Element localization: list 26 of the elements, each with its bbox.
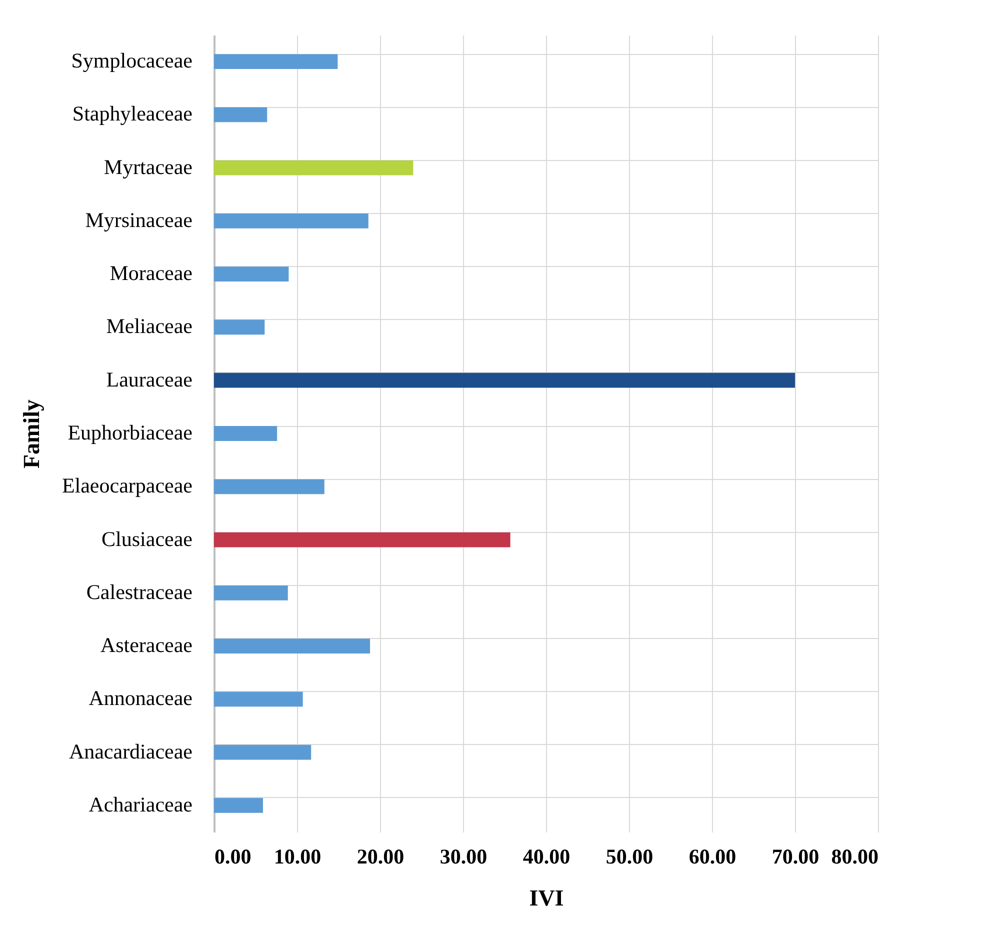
y-tick-label: Asteraceae [100, 633, 192, 658]
y-tick-label: Euphorbiaceae [68, 420, 192, 444]
y-tick-label: Anacardiaceae [68, 739, 192, 764]
x-tick-label: 40.00 [522, 844, 570, 868]
x-tick-label: 30.00 [440, 844, 488, 868]
x-axis-title: IVI [529, 886, 564, 910]
y-tick-label: Clusiaceae [102, 526, 192, 551]
y-tick-label: Myrtaceae [104, 154, 192, 179]
y-axis-title: Family [18, 399, 44, 468]
x-tick-label: 50.00 [606, 844, 654, 868]
x-tick-label: 0.00 [214, 844, 252, 868]
y-tick-label: Staphyleaceae [72, 102, 192, 126]
y-tick-label: Calestraceae [86, 580, 192, 604]
x-tick-label: 60.00 [688, 844, 736, 868]
y-tick-label: Achariaceae [88, 792, 192, 816]
y-tick-label: Elaeocarpaceae [62, 474, 192, 498]
y-tick-label: Lauraceae [106, 367, 192, 392]
y-tick-label: Symplocaceae [71, 48, 192, 73]
x-tick-label: 70.00 [772, 844, 820, 868]
x-tick-label: 80.00 [831, 844, 878, 868]
y-tick-label: Meliaceae [106, 314, 192, 338]
y-tick-label: Moraceae [110, 261, 192, 286]
x-tick-label: 20.00 [356, 844, 404, 868]
x-tick-label: 10.00 [274, 844, 322, 868]
y-tick-label: Myrsinaceae [85, 208, 192, 232]
y-tick-label: Annonaceae [88, 686, 192, 710]
